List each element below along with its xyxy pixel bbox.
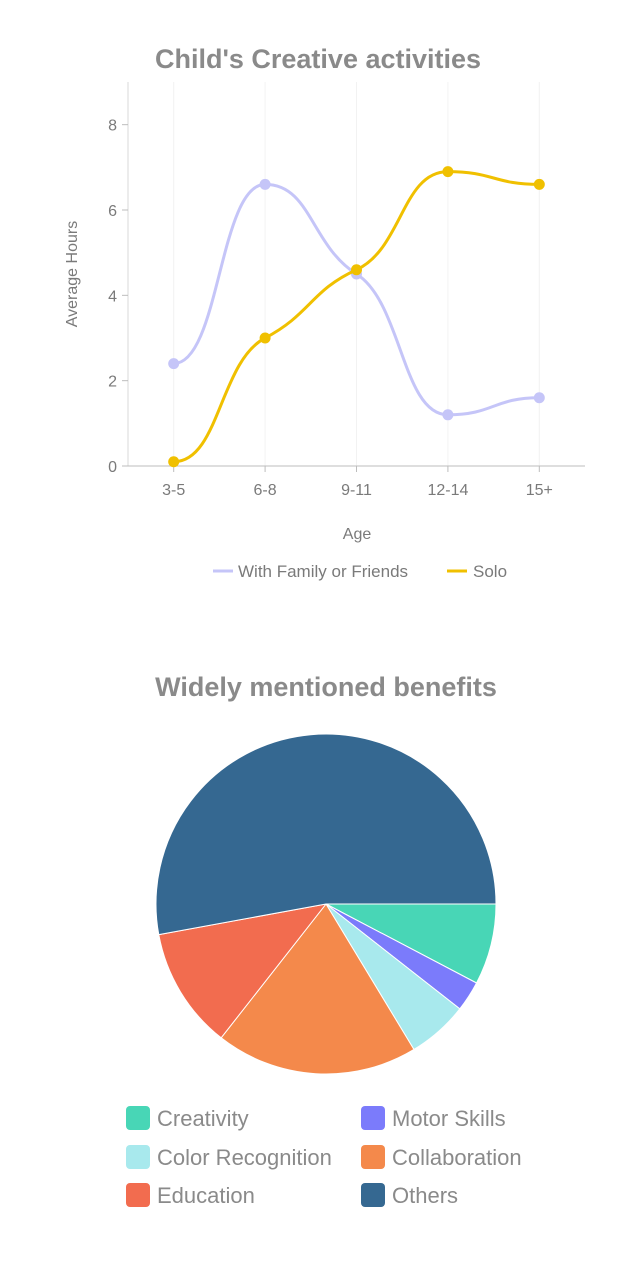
- series-layer: [168, 166, 545, 468]
- data-point[interactable]: [259, 332, 271, 344]
- series-solo: [168, 166, 545, 468]
- pie-legend-item-education[interactable]: Education: [126, 1183, 255, 1208]
- pie-legend-swatch: [126, 1145, 150, 1169]
- data-point[interactable]: [351, 264, 362, 276]
- pie-slices: [155, 733, 497, 1075]
- data-point[interactable]: [533, 178, 545, 190]
- x-tick-label: 3-5: [162, 482, 185, 499]
- pie-legend-label: Motor Skills: [392, 1106, 506, 1131]
- legend-item-family[interactable]: With Family or Friends: [213, 562, 408, 581]
- y-tick-label: 6: [108, 203, 117, 220]
- legend-label-family: With Family or Friends: [238, 562, 408, 581]
- pie-legend: Creativity Motor Skills Color Recognition C…: [126, 1106, 522, 1208]
- legend: With Family or Friends Solo: [213, 562, 507, 581]
- pie-title: Widely mentioned benefits: [155, 672, 497, 702]
- pie-legend-item-motor-skills[interactable]: Motor Skills: [361, 1106, 506, 1131]
- y-tick-label: 0: [108, 459, 117, 476]
- series-line: [173, 182, 540, 417]
- pie-legend-swatch: [361, 1145, 385, 1169]
- pie-legend-item-color-recognition[interactable]: Color Recognition: [126, 1145, 332, 1170]
- pie-legend-swatch: [361, 1183, 385, 1207]
- data-point[interactable]: [442, 409, 454, 421]
- y-tick-label: 8: [108, 118, 117, 135]
- data-point[interactable]: [168, 456, 180, 468]
- y-tick-label: 4: [108, 288, 117, 305]
- legend-label-solo: Solo: [473, 562, 507, 581]
- legend-item-solo[interactable]: Solo: [447, 562, 507, 581]
- x-tick-label: 15+: [526, 482, 553, 499]
- data-point[interactable]: [168, 358, 180, 370]
- x-tick-label: 6-8: [254, 482, 277, 499]
- pie-legend-item-creativity[interactable]: Creativity: [126, 1106, 249, 1131]
- chart-title: Child's Creative activities: [155, 44, 481, 74]
- pie-legend-label: Color Recognition: [157, 1145, 332, 1170]
- y-tick-label: 2: [108, 374, 117, 391]
- pie-legend-label: Collaboration: [392, 1145, 522, 1170]
- pie-legend-item-others[interactable]: Others: [361, 1183, 458, 1208]
- pie-legend-label: Others: [392, 1183, 458, 1208]
- pie-legend-item-collaboration[interactable]: Collaboration: [361, 1145, 522, 1170]
- pie-slice-others[interactable]: [155, 733, 497, 936]
- pie-legend-swatch: [126, 1183, 150, 1207]
- pie-legend-label: Education: [157, 1183, 255, 1208]
- y-axis-label: Average Hours: [64, 221, 81, 327]
- data-point[interactable]: [442, 166, 454, 178]
- x-axis-label: Age: [343, 526, 372, 543]
- pie-slice-collaboration[interactable]: [220, 903, 415, 1075]
- pie-slice-education[interactable]: [158, 903, 328, 1039]
- x-tick-label: 9-11: [341, 482, 372, 499]
- data-point[interactable]: [259, 178, 271, 190]
- line-chart: Child's Creative activities 0 2 4 6 8 3-5 6-8…: [64, 44, 585, 581]
- pie-chart: Widely mentioned benefits Creativity Moto…: [126, 672, 522, 1208]
- pie-legend-swatch: [361, 1106, 385, 1130]
- data-point[interactable]: [533, 392, 545, 404]
- x-axis-ticks: 3-5 6-8 9-11 12-14 15+: [162, 466, 553, 499]
- pie-legend-label: Creativity: [157, 1106, 249, 1131]
- y-axis-ticks: 0 2 4 6 8: [108, 118, 128, 476]
- pie-legend-swatch: [126, 1106, 150, 1130]
- x-tick-label: 12-14: [427, 482, 468, 499]
